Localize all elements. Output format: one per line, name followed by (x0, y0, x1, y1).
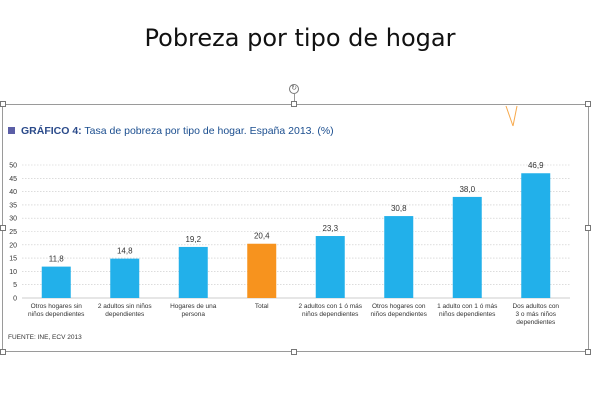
y-tick-label: 20 (9, 242, 17, 249)
x-tick-label: Otros hogares sin (31, 303, 83, 310)
x-tick-label: niños dependientes (302, 311, 359, 318)
bar (452, 196, 482, 298)
data-label: 30,8 (391, 204, 407, 213)
resize-handle-middle-left[interactable] (0, 225, 6, 231)
chart-header-text: Tasa de pobreza por tipo de hogar. Españ… (84, 125, 334, 137)
data-label: 23,3 (322, 224, 338, 233)
resize-handle-top-right[interactable] (585, 101, 591, 107)
x-tick-label: Otros hogares con (372, 303, 426, 310)
x-tick-label: Total (255, 303, 269, 310)
data-label: 11,8 (49, 255, 65, 264)
resize-handle-bottom-right[interactable] (585, 349, 591, 355)
x-tick-label: dependientes (105, 311, 145, 318)
x-tick-label: dependientes (516, 319, 556, 326)
x-tick-label: 1 adulto con 1 ó más (437, 303, 498, 310)
resize-handle-top-left[interactable] (0, 101, 6, 107)
chart-header-label: GRÁFICO 4: (21, 125, 82, 137)
resize-handle-top-center[interactable] (291, 101, 297, 107)
data-label: 20,4 (254, 232, 270, 241)
chart-source: FUENTE: INE, ECV 2013 (8, 334, 82, 341)
y-tick-label: 30 (9, 216, 17, 223)
data-label: 14,8 (117, 247, 133, 256)
header-square-icon (8, 127, 15, 134)
x-tick-label: 2 adultos sin niños (98, 303, 153, 310)
resize-handle-bottom-left[interactable] (0, 349, 6, 355)
y-tick-label: 15 (9, 256, 17, 263)
y-tick-label: 0 (13, 296, 17, 303)
x-tick-label: persona (182, 311, 206, 318)
y-tick-label: 35 (9, 202, 17, 209)
x-tick-label: Dos adultos con (512, 303, 559, 310)
y-tick-label: 10 (9, 269, 17, 276)
resize-handle-bottom-center[interactable] (291, 349, 297, 355)
chart-header: GRÁFICO 4: Tasa de pobreza por tipo de h… (8, 125, 334, 137)
bar (315, 236, 345, 298)
grid-lines (22, 164, 570, 299)
x-tick-label: niños dependientes (28, 311, 85, 318)
resize-handle-middle-right[interactable] (585, 225, 591, 231)
y-tick-label: 45 (9, 176, 17, 183)
data-label: 38,0 (459, 185, 475, 194)
slide-title: Pobreza por tipo de hogar (144, 24, 456, 52)
x-tick-label: niños dependientes (371, 311, 428, 318)
decorative-orange-line (505, 105, 514, 127)
decorative-orange-line-2 (512, 105, 518, 127)
data-label: 19,2 (185, 235, 201, 244)
data-label: 46,9 (528, 161, 544, 170)
y-tick-label: 40 (9, 189, 17, 196)
y-tick-label: 50 (9, 163, 17, 170)
bar (384, 216, 414, 298)
bar (247, 243, 277, 298)
rotate-handle-line (294, 94, 295, 104)
y-tick-label: 25 (9, 229, 17, 236)
bar (41, 266, 71, 298)
bars (41, 173, 551, 298)
rotate-handle-icon[interactable]: ↻ (289, 84, 299, 94)
bar (110, 258, 140, 298)
bar (178, 246, 208, 298)
x-tick-label: 3 o más niños (516, 311, 557, 318)
x-tick-label: niños dependientes (439, 311, 496, 318)
labels: 0 5 10 15 20 25 30 35 40 45 50 11,8 Otros hogares si… (9, 161, 559, 326)
bar (521, 173, 551, 298)
x-tick-label: Hogares de una (170, 303, 217, 310)
x-tick-label: 2 adultos con 1 ó más (298, 303, 362, 310)
y-tick-label: 5 (13, 282, 17, 289)
